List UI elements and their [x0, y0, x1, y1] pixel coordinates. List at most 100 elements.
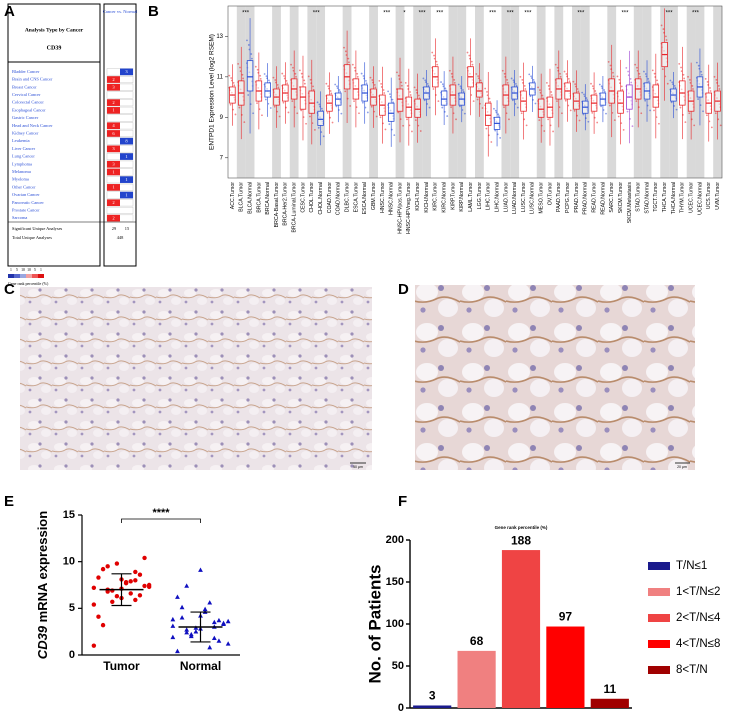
jitter-dot [424, 81, 427, 83]
jitter-dot [312, 88, 315, 91]
data-point [202, 606, 208, 612]
x-tick-label: READ.Tumor [591, 182, 597, 213]
jitter-dot [529, 95, 532, 98]
jitter-dot [384, 128, 387, 131]
data-point [184, 630, 190, 635]
jitter-dot [514, 103, 517, 105]
cell-frame [106, 114, 134, 122]
jitter-dot [247, 44, 250, 46]
box [396, 88, 404, 112]
jitter-dot [256, 68, 259, 71]
legend-tick: 10 [27, 268, 31, 272]
jitter-dot [645, 75, 648, 78]
significance: *** [666, 11, 674, 17]
data-point [179, 604, 185, 610]
up-cell [107, 83, 120, 91]
jitter-dot [427, 84, 430, 87]
jitter-dot [362, 75, 365, 77]
jitter-dot [706, 114, 708, 117]
jitter-dot [530, 77, 533, 79]
cancer-type: Myeloma [12, 177, 29, 182]
cancer-type: Head and Neck Cancer [12, 123, 53, 128]
jitter-dot [310, 82, 313, 84]
jitter-dot [459, 105, 461, 108]
jitter-dot [501, 69, 504, 72]
jitter-dot [683, 77, 686, 80]
jitter-dot [523, 118, 526, 121]
x-tick-label: TGCT.Tumor [653, 182, 659, 212]
jitter-dot [433, 54, 435, 57]
jitter-dot [513, 81, 515, 83]
jitter-dot [670, 101, 673, 104]
jitter-dot [559, 75, 562, 78]
jitter-dot [707, 84, 710, 86]
jitter-dot [428, 106, 431, 109]
jitter-dot [432, 88, 435, 90]
jitter-dot [576, 114, 578, 117]
jitter-dot [688, 78, 691, 81]
jitter-dot [319, 105, 321, 108]
x-tick-label: BRCA.Normal [265, 182, 271, 215]
scale-label: 50 μm [353, 465, 363, 469]
jitter-dot [537, 86, 539, 89]
jitter-dot [268, 79, 270, 82]
jitter-dot [644, 99, 647, 102]
jitter-dot [543, 130, 546, 132]
jitter-dot [396, 71, 398, 74]
summary-value: 15 [125, 226, 130, 231]
y-tick-label: 100 [386, 618, 404, 630]
jitter-dot [379, 116, 382, 119]
panel-label: D [398, 281, 409, 298]
jitter-dot [530, 75, 533, 78]
gene-name: CD39 [47, 45, 62, 51]
box [414, 98, 421, 118]
jitter-dot [470, 60, 473, 63]
jitter-dot [532, 78, 535, 81]
jitter-dot [619, 82, 621, 84]
jitter-dot [281, 72, 284, 75]
cancer-type: Ovarian Cancer [12, 192, 40, 197]
jitter-dot [347, 57, 350, 60]
jitter-dot [380, 86, 383, 88]
jitter-dot [547, 85, 550, 87]
x-tick-label: LUSC.Normal [530, 182, 536, 214]
legend-swatch [14, 274, 20, 278]
data-point [207, 644, 213, 650]
cancer-type: Lung Cancer [12, 154, 35, 159]
jitter-dot [433, 57, 436, 60]
jitter-dot [658, 122, 660, 125]
jitter-dot [327, 87, 330, 90]
jitter-dot [309, 78, 312, 81]
jitter-dot [277, 86, 280, 89]
jitter-dot [717, 85, 720, 87]
jitter-dot [274, 79, 277, 81]
jitter-dot [611, 111, 614, 114]
jitter-dot [334, 83, 337, 86]
jitter-dot [525, 124, 528, 127]
data-point [184, 583, 190, 588]
up-cell [107, 145, 120, 153]
jitter-dot [506, 78, 509, 81]
jitter-dot [643, 70, 645, 73]
jitter-dot [646, 104, 649, 107]
jitter-dot [349, 105, 352, 107]
jitter-dot [660, 24, 663, 27]
legend-swatch [648, 588, 670, 596]
jitter-dot [607, 60, 610, 63]
data-point [225, 618, 231, 624]
jitter-dot [259, 77, 262, 80]
legend-label: 1<T/N≤2 [676, 586, 720, 598]
up-count: 2 [112, 77, 115, 82]
data-point [105, 564, 110, 569]
jitter-dot [585, 97, 588, 99]
legend-swatch [648, 614, 670, 622]
jitter-dot [382, 122, 384, 125]
jitter-dot [647, 80, 650, 83]
jitter-dot [540, 124, 543, 127]
jitter-dot [519, 75, 522, 78]
x-tick-label: PRAD.Tumor [574, 182, 580, 213]
cancer-type: Bladder Cancer [12, 69, 40, 74]
jitter-dot [364, 106, 367, 109]
jitter-dot [462, 89, 464, 91]
